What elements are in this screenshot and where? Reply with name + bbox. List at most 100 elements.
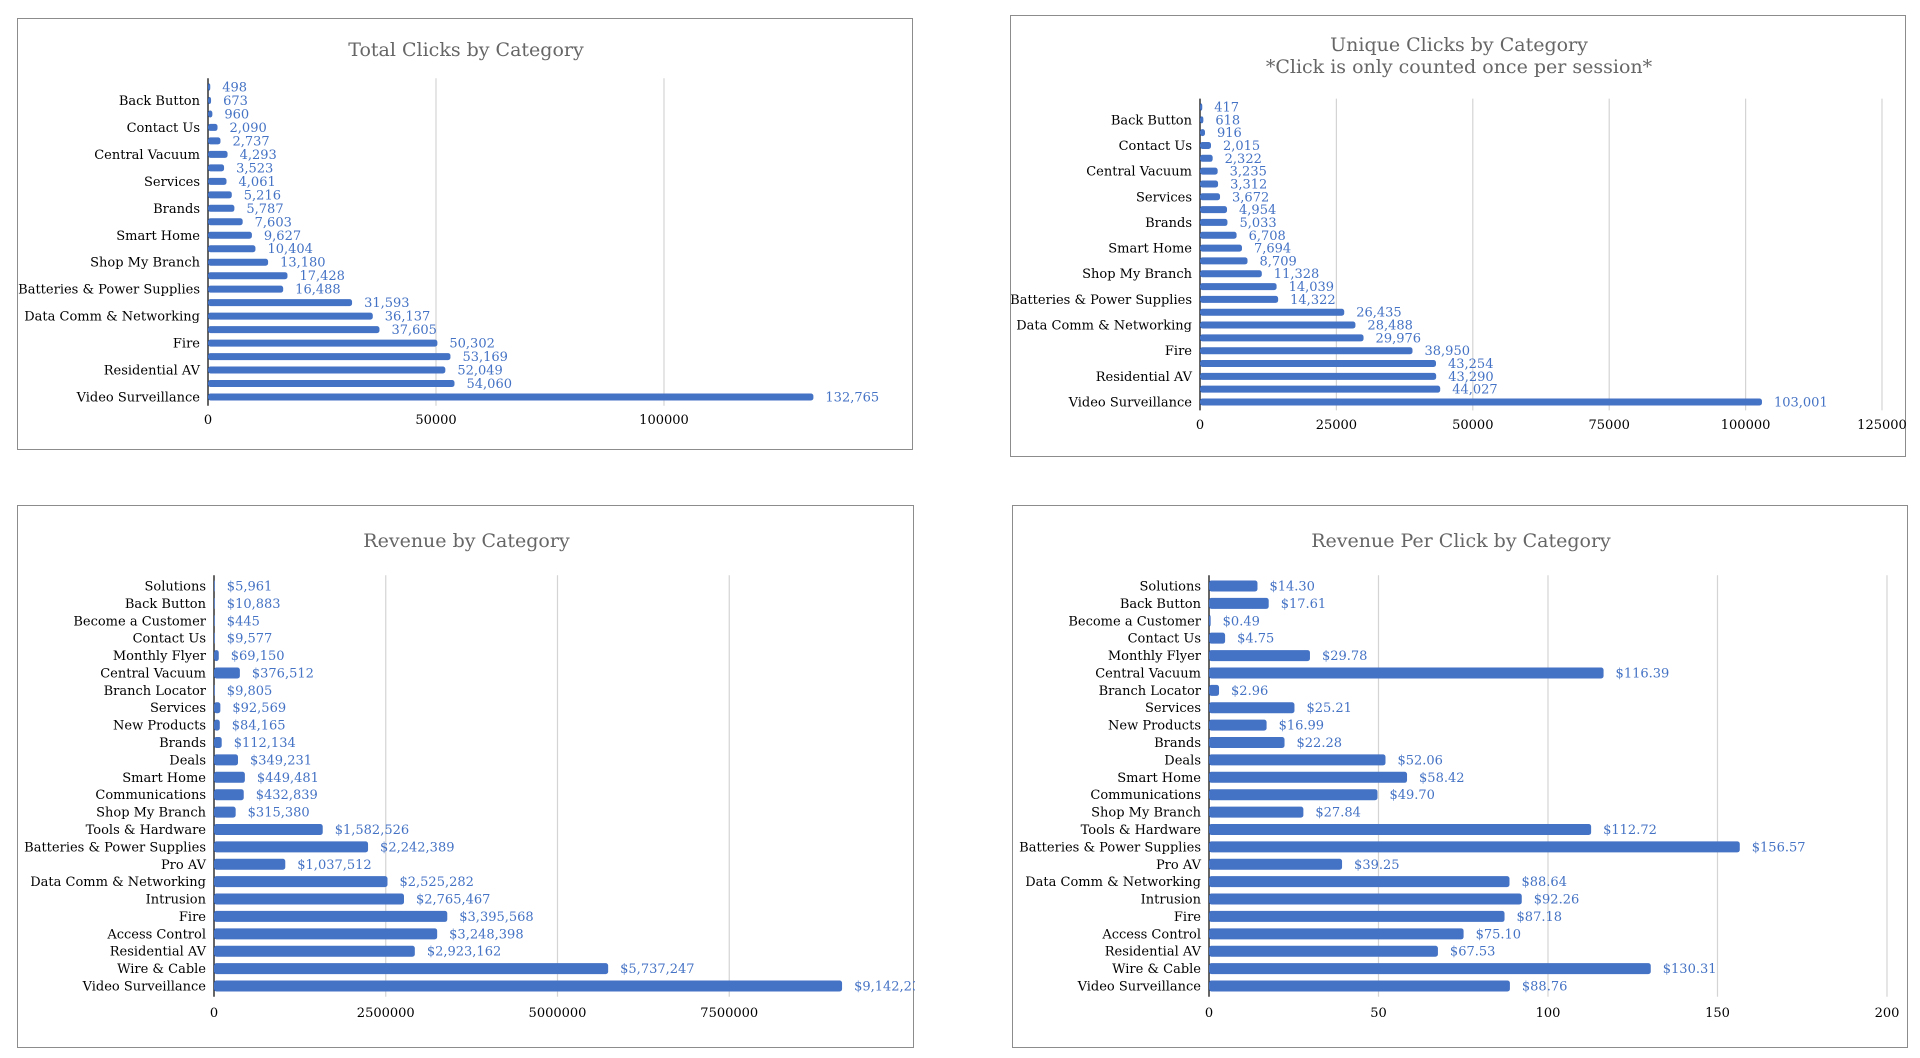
data-label: 417 — [1214, 101, 1239, 116]
data-label: $112,134 — [234, 736, 296, 751]
data-label: $432,839 — [256, 788, 318, 803]
category-label: Back Button — [1120, 597, 1202, 612]
data-label: $2.96 — [1231, 684, 1268, 699]
data-label: 7,603 — [255, 215, 292, 230]
data-label: 916 — [1217, 126, 1242, 141]
bar — [208, 326, 380, 334]
bar — [208, 285, 284, 293]
bar — [1200, 141, 1211, 149]
bar — [1209, 893, 1522, 905]
x-tick-label: 100000 — [1721, 418, 1771, 433]
data-label: 13,180 — [280, 256, 326, 271]
data-label: 132,765 — [825, 391, 879, 406]
data-label: 618 — [1215, 113, 1240, 128]
category-label: Communications — [95, 788, 206, 803]
data-label: $5,737,247 — [620, 962, 694, 977]
bar — [208, 204, 235, 212]
x-tick-label: 75000 — [1589, 418, 1630, 433]
category-label: Central Vacuum — [100, 666, 206, 681]
data-label: 10,404 — [267, 242, 313, 257]
bar — [1209, 702, 1295, 714]
data-label: $130.31 — [1663, 962, 1717, 977]
category-label: Shop My Branch — [90, 256, 201, 271]
category-label: Fire — [173, 337, 200, 352]
data-label: 8,709 — [1260, 254, 1297, 269]
data-label: 44,027 — [1452, 383, 1498, 398]
bar — [1200, 398, 1762, 406]
bar — [1200, 270, 1262, 278]
bar — [214, 945, 415, 957]
category-label: Data Comm & Networking — [30, 875, 206, 890]
category-label: Central Vacuum — [1086, 165, 1192, 180]
bar — [1200, 206, 1228, 214]
category-label: New Products — [1108, 719, 1201, 734]
data-label: 37,605 — [391, 323, 437, 338]
category-label: Contact Us — [133, 632, 206, 647]
bar — [1209, 980, 1510, 992]
data-label: $39.25 — [1354, 858, 1400, 873]
data-label: 50,302 — [449, 337, 495, 352]
bar — [1209, 754, 1386, 766]
category-label: Smart Home — [1108, 242, 1192, 257]
bar — [1209, 737, 1285, 749]
data-label: 960 — [224, 107, 249, 122]
category-label: Communications — [1090, 788, 1201, 803]
bar — [214, 615, 215, 627]
x-tick-label: 0 — [204, 413, 212, 428]
category-label: Services — [1136, 190, 1192, 205]
category-label: Central Vacuum — [94, 148, 200, 163]
unique-clicks-chart: Unique Clicks by Category *Click is only … — [1010, 15, 1907, 457]
category-label: Pro AV — [1156, 858, 1202, 873]
bar — [1209, 928, 1464, 940]
bar — [1200, 360, 1436, 368]
category-label: Smart Home — [116, 229, 200, 244]
bar — [214, 928, 438, 940]
category-label: Smart Home — [1117, 771, 1201, 786]
data-label: 52,049 — [457, 364, 503, 379]
bar — [214, 754, 238, 766]
bar — [1209, 789, 1378, 801]
bar — [208, 272, 288, 280]
total-clicks-svg: Total Clicks by Category 0 50000 100000 4986… — [18, 39, 879, 428]
data-label: $116.39 — [1616, 666, 1670, 681]
bar — [1200, 103, 1203, 111]
bar — [1209, 876, 1510, 888]
category-label: Video Surveillance — [1068, 396, 1193, 411]
bar — [214, 580, 215, 592]
bar — [214, 632, 215, 644]
category-label: Tools & Hardware — [86, 823, 207, 838]
data-label: $156.57 — [1752, 840, 1806, 855]
data-label: $10,883 — [227, 597, 281, 612]
x-tick-label: 100 — [1536, 1006, 1561, 1021]
category-label: Monthly Flyer — [1108, 649, 1202, 664]
bar — [208, 245, 256, 253]
data-label: 16,488 — [295, 283, 341, 298]
data-label: 4,061 — [239, 175, 276, 190]
bar — [1209, 771, 1408, 783]
data-label: $27.84 — [1315, 806, 1361, 821]
category-label: Residential AV — [110, 945, 207, 960]
bar — [214, 737, 222, 749]
bar — [1200, 129, 1205, 137]
data-label: 6,708 — [1249, 229, 1286, 244]
bar — [214, 789, 244, 801]
data-label: $14.30 — [1269, 580, 1315, 595]
x-tick-label: 5000000 — [529, 1006, 587, 1021]
category-label: Contact Us — [127, 121, 200, 136]
bar — [1200, 372, 1437, 380]
data-label: 17,428 — [299, 269, 345, 284]
category-label: Residential AV — [1105, 945, 1202, 960]
revenue-per-click-svg: Revenue Per Click by Category 0 50 100 150 20… — [1019, 530, 1899, 1021]
data-label: 26,435 — [1356, 306, 1402, 321]
data-label: $52.06 — [1397, 753, 1443, 768]
category-label: Intrusion — [146, 893, 207, 908]
data-label: $3,248,398 — [449, 927, 523, 942]
data-label: 2,322 — [1225, 152, 1262, 167]
data-label: 43,254 — [1448, 357, 1494, 372]
data-label: $49.70 — [1389, 788, 1435, 803]
bar — [214, 910, 448, 922]
bar — [1200, 193, 1221, 201]
data-label: 3,312 — [1230, 177, 1267, 192]
data-label: 4,954 — [1239, 203, 1276, 218]
x-tick-label: 0 — [1196, 418, 1204, 433]
